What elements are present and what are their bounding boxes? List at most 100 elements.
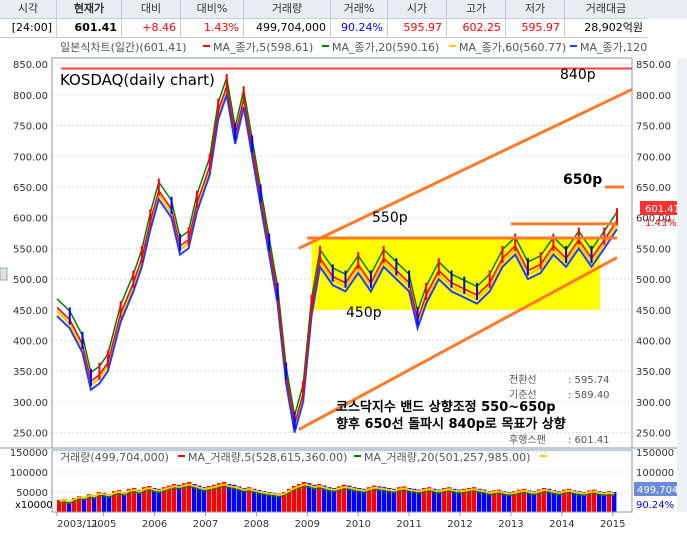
date-tick-label: 2009 xyxy=(295,519,320,530)
price-tick-left: 450.00 xyxy=(13,306,48,317)
price-tick-left: 750.00 xyxy=(13,122,48,133)
volume-bar xyxy=(402,486,407,512)
volume-bar xyxy=(227,484,232,512)
volume-bar xyxy=(497,489,502,512)
volume-bar xyxy=(572,490,577,512)
volume-bar xyxy=(162,487,167,512)
label-840p: 840p xyxy=(560,67,596,83)
volume-bar xyxy=(532,491,537,512)
volume-bar xyxy=(447,487,452,512)
kosdaq-chart[interactable]: 일본식차트(일간)(601.41) MA_종가,5(598.61) MA_종가,… xyxy=(0,38,687,531)
volume-bar xyxy=(432,488,437,512)
value-volume: 499,704,000 xyxy=(244,19,331,38)
volume-bar xyxy=(417,489,422,512)
date-tick-label: 2014 xyxy=(549,519,574,530)
price-tick-left: 250.00 xyxy=(13,429,48,440)
date-tick-label: 2003/11 xyxy=(57,519,99,530)
quote-header-labels: 시각 현재가 대비 대비% 거래량 거래% 시가 고가 저가 거래대금 xyxy=(0,0,687,19)
volume-bar xyxy=(142,487,147,512)
volume-bar xyxy=(187,482,192,512)
volume-bar xyxy=(292,486,297,512)
legend-ma5: MA_종가,5(598.61) xyxy=(213,41,313,54)
volume-bar xyxy=(137,490,142,512)
volume-bar xyxy=(387,488,392,512)
vol-legend-main: 거래량(499,704,000) xyxy=(60,451,169,464)
volume-bar xyxy=(342,484,347,512)
volume-bar xyxy=(492,490,497,512)
right-scrollbar[interactable] xyxy=(677,58,687,512)
volume-bar xyxy=(377,486,382,512)
date-tick-label: 2007 xyxy=(193,519,218,530)
value-high: 602.25 xyxy=(447,19,506,38)
price-tick-right: 600.00 xyxy=(636,214,671,225)
volume-bar xyxy=(512,491,517,512)
volume-bar xyxy=(537,489,542,512)
volume-bar xyxy=(207,486,212,512)
price-tick-right: 500.00 xyxy=(636,275,671,286)
volume-bar xyxy=(547,488,552,512)
legend-ma60: MA_종가,60(560.77) xyxy=(459,41,566,54)
price-series xyxy=(56,73,619,433)
volume-bar xyxy=(362,488,367,512)
volume-bar xyxy=(152,488,157,512)
volume-bar xyxy=(202,487,207,512)
volume-bar xyxy=(107,494,112,512)
label-550p: 550p xyxy=(372,210,408,226)
price-tick-right: 400.00 xyxy=(636,337,671,348)
volume-bar xyxy=(307,483,312,512)
volume-bar xyxy=(552,490,557,512)
last-price-tag xyxy=(640,201,687,215)
volume-bar xyxy=(177,484,182,512)
volume-bar xyxy=(427,487,432,512)
volume-tick-right: 100000 xyxy=(636,468,674,479)
volume-bar xyxy=(237,486,242,512)
info-label-0: 전환선 xyxy=(509,374,537,386)
volume-bar xyxy=(312,484,317,512)
info-value-0: : 595.74 xyxy=(568,375,610,386)
volume-bars xyxy=(57,482,617,512)
label-high: 고가 xyxy=(447,0,506,19)
volume-bar xyxy=(82,496,87,512)
label-open: 시가 xyxy=(388,0,447,19)
price-tick-left: 650.00 xyxy=(13,183,48,194)
date-tick-label: 2015 xyxy=(600,519,625,530)
volume-bar xyxy=(322,485,327,512)
volume-bar xyxy=(522,488,527,512)
volume-bar xyxy=(382,487,387,512)
quote-header: 시각 현재가 대비 대비% 거래량 거래% 시가 고가 저가 거래대금 [24:… xyxy=(0,0,687,38)
volume-bar xyxy=(197,485,202,512)
volume-bar xyxy=(317,484,322,512)
volume-bar xyxy=(507,492,512,512)
info-value-2: : 601.41 xyxy=(568,435,610,446)
volume-bar xyxy=(587,490,592,512)
volume-bar xyxy=(282,492,287,512)
volume-bar xyxy=(97,492,102,512)
volume-ma-line xyxy=(59,483,615,503)
left-pane-handle[interactable] xyxy=(0,267,8,281)
volume-bar xyxy=(72,498,77,512)
volume-bar xyxy=(212,484,217,512)
price-tick-right: 450.00 xyxy=(636,306,671,317)
volume-legend: 거래량(499,704,000) MA_거래량,5(528,615,360.00… xyxy=(60,451,547,464)
volume-bar xyxy=(302,482,307,512)
chart-area[interactable]: 일본식차트(일간)(601.41) MA_종가,5(598.61) MA_종가,… xyxy=(0,38,687,531)
value-change-pct: 1.43% xyxy=(181,19,244,38)
price-tick-right: 350.00 xyxy=(636,367,671,378)
volume-bar xyxy=(582,492,587,512)
price-axis-left: 250.00 300.00 350.00 400.00 450.00 500.00 550.… xyxy=(13,60,48,440)
volume-bar xyxy=(612,492,617,512)
volume-bar xyxy=(62,499,67,512)
price-tick-right: 700.00 xyxy=(636,152,671,163)
legend-main: 일본식차트(일간)(601.41) xyxy=(60,40,187,54)
volume-bar xyxy=(477,488,482,512)
price-tick-right: 800.00 xyxy=(636,91,671,102)
volume-bar xyxy=(327,487,332,512)
volume-bar xyxy=(452,488,457,512)
volume-bar xyxy=(422,488,427,512)
label-trade-value: 거래대금 xyxy=(565,0,647,19)
volume-bar xyxy=(252,488,257,512)
ma120-line xyxy=(56,90,618,433)
volume-bar xyxy=(472,487,477,512)
price-tick-right: 250.00 xyxy=(636,429,671,440)
volume-bar xyxy=(117,490,122,512)
